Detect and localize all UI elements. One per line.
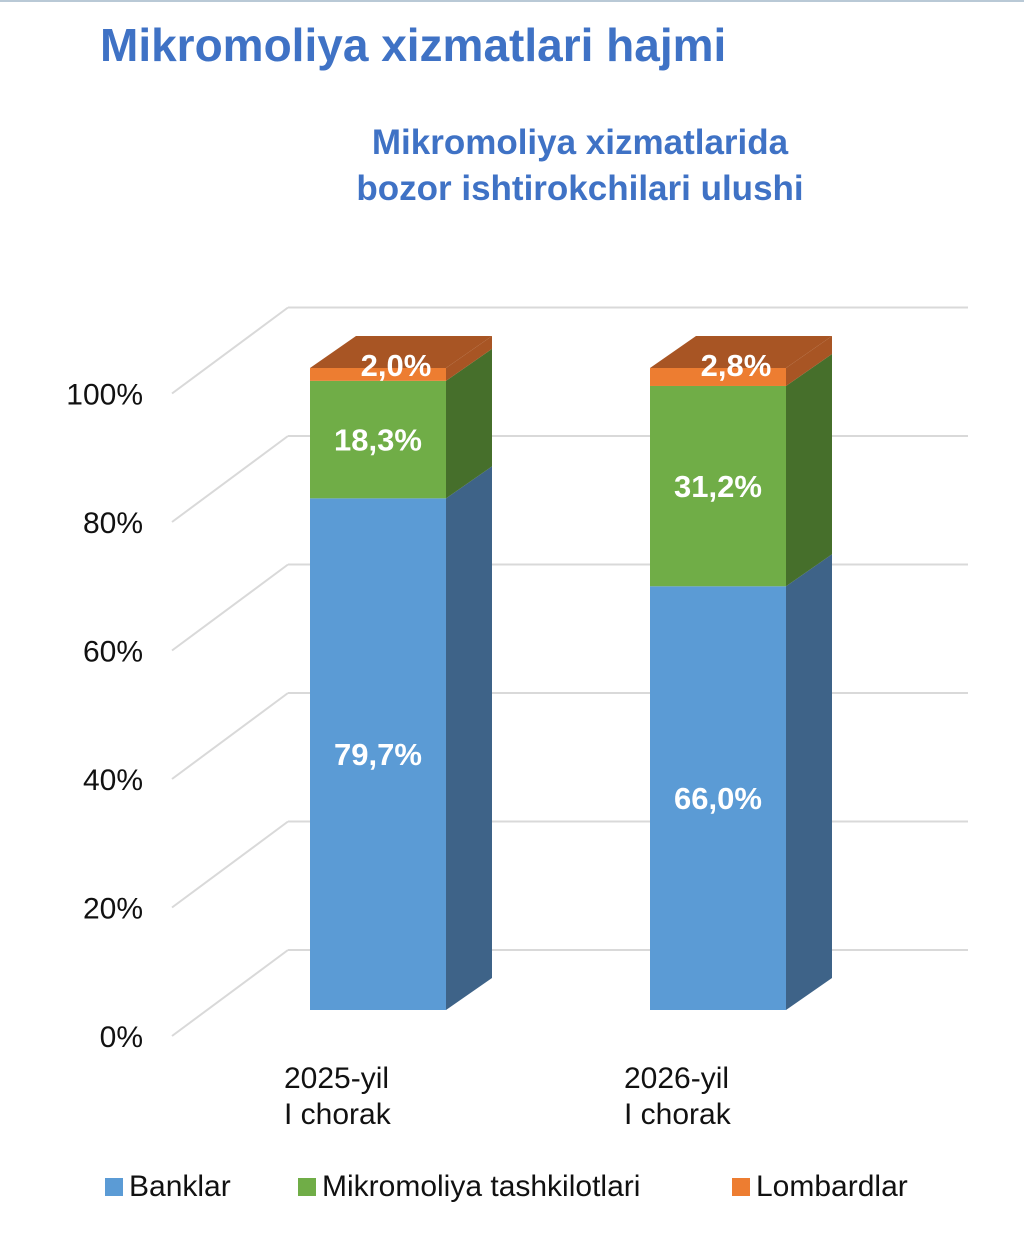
y-tick-label: 60% [83,636,143,669]
bar-segment [310,368,446,381]
chart-title: Mikromoliya xizmatlarida bozor ishtirokc… [300,120,860,212]
x-category-label: I chorak [284,1098,392,1131]
x-category-label: I chorak [624,1098,732,1131]
legend-swatch-banklar [105,1178,123,1196]
data-label: 18,3% [334,423,422,458]
bar-segment [650,368,786,386]
bar-side-face [446,466,492,1010]
legend-swatch-mikromoliya-tashkilotlari [298,1178,316,1196]
bar-segment [650,385,786,587]
data-label: 2,0% [361,348,432,383]
legend-label-banklar: Banklar [129,1170,231,1203]
bar-segment [310,380,446,499]
bar-side-face [446,336,492,381]
legend-item-lombardlar: Lombardlar [732,1170,908,1204]
bar-segment [650,586,786,1010]
legend-item-banklar: Banklar [105,1170,231,1204]
gridline-diagonal [171,306,289,395]
y-tick-label: 100% [66,379,143,412]
chart-legend: Banklar Mikromoliya tashkilotlari Lombar… [105,1170,1005,1210]
x-category-label: 2025-yil [284,1062,389,1095]
data-label: 2,8% [701,348,772,383]
bar-side-face [786,336,832,386]
bar-top-face [310,336,492,368]
data-label: 31,2% [674,469,762,504]
gridline-diagonal [171,563,289,652]
top-divider-line [0,0,1024,2]
data-label: 66,0% [674,781,762,816]
gridline-diagonal [171,692,289,780]
data-label: 79,7% [334,737,422,772]
gridline-diagonal [171,435,289,523]
stacked-bar-chart: 0% 20% 40% 60% 80% 100% 79,7% 18,3% 2,0% 2025-yil… [66,306,968,1131]
bar-side-face [786,353,832,587]
y-tick-label: 80% [83,507,143,540]
y-tick-label: 40% [83,764,143,797]
bar-top-face [650,336,832,368]
legend-label-lombardlar: Lombardlar [756,1170,908,1203]
gridline-diagonal [171,820,289,909]
legend-item-mikromoliya-tashkilotlari: Mikromoliya tashkilotlari [298,1170,640,1204]
y-tick-label: 0% [100,1021,143,1054]
gridline-diagonal [171,949,289,1037]
bar-segment [310,498,446,1010]
legend-swatch-lombardlar [732,1178,750,1196]
bar-side-face [446,348,492,499]
chart-title-line-1: Mikromoliya xizmatlarida [371,123,789,162]
bar-side-face [786,554,832,1010]
x-category-label: 2026-yil [624,1062,729,1095]
y-tick-label: 20% [83,893,143,926]
legend-label-mikromoliya-tashkilotlari: Mikromoliya tashkilotlari [322,1170,641,1203]
chart-title-line-2: bozor ishtirokchilari ulushi [356,169,804,208]
page-title: Mikromoliya xizmatlari hajmi [100,19,727,71]
